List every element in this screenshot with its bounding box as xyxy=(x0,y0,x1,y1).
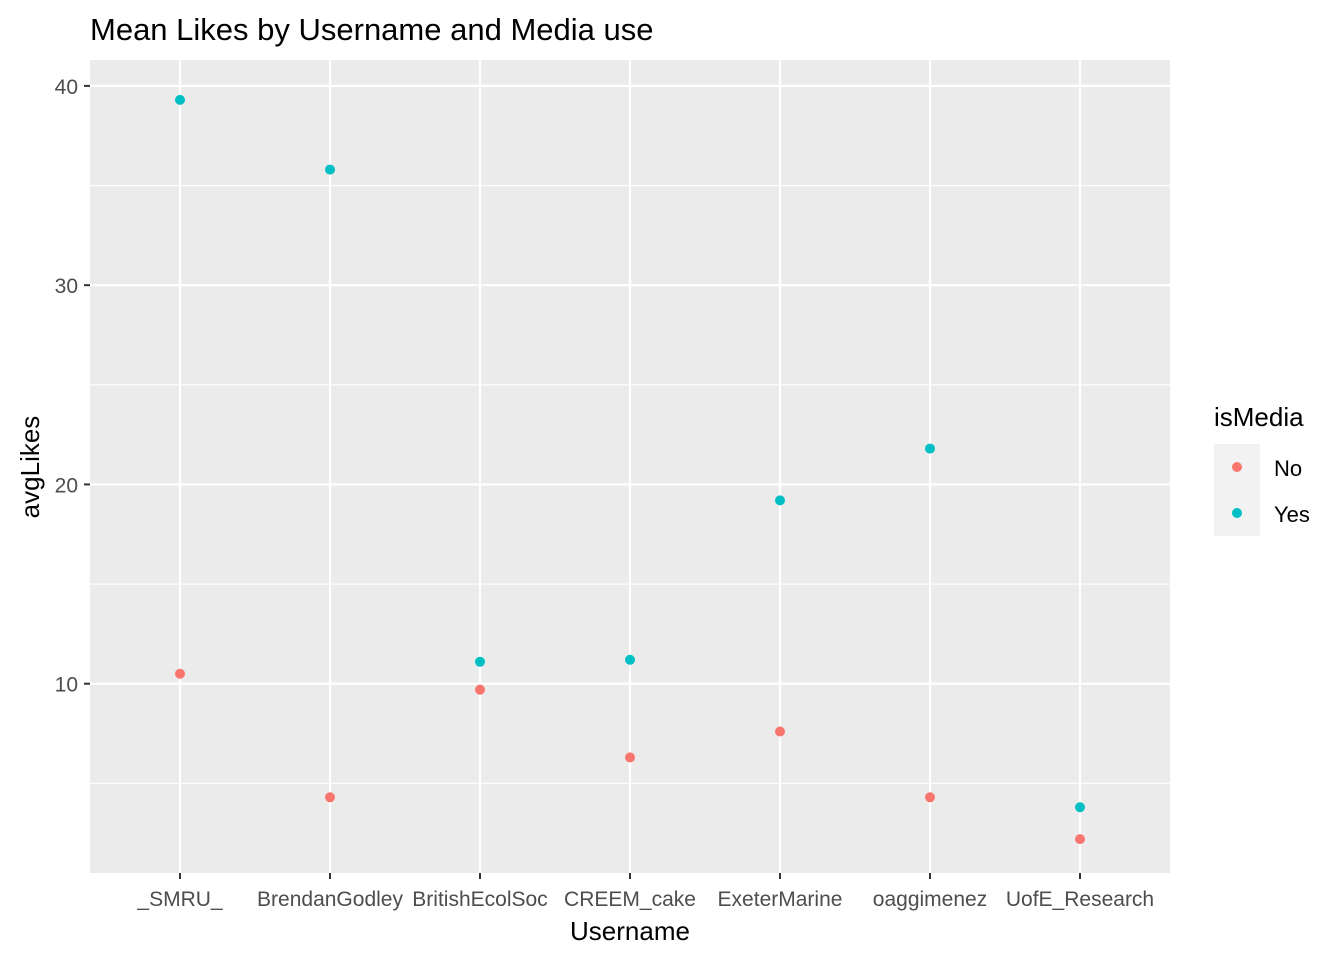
data-point xyxy=(175,94,185,105)
y-tick-label: 10 xyxy=(55,674,78,697)
legend-title: isMedia xyxy=(1214,402,1304,432)
x-tick-label: BritishEcolSoc xyxy=(412,888,547,911)
x-tick-label: UofE_Research xyxy=(1006,888,1154,911)
major-gridlines xyxy=(90,60,1170,873)
legend-key-background xyxy=(1214,444,1260,536)
x-axis-label: Username xyxy=(570,916,690,946)
x-tick-label: oaggimenez xyxy=(873,888,987,911)
legend-key xyxy=(1232,508,1242,518)
legend-label: No xyxy=(1274,456,1302,481)
legend: isMedia No Yes xyxy=(1214,402,1310,536)
y-tick-label: 20 xyxy=(55,474,78,497)
data-point xyxy=(625,752,635,763)
data-point xyxy=(925,792,935,803)
y-tick-label: 30 xyxy=(55,275,78,298)
data-point xyxy=(775,726,785,737)
data-point xyxy=(1075,834,1085,845)
data-point xyxy=(925,443,935,454)
data-point xyxy=(325,792,335,803)
x-axis: _SMRU_ BrendanGodley BritishEcolSoc CREEM_c… xyxy=(136,873,1154,911)
data-point xyxy=(475,656,485,667)
chart-title: Mean Likes by Username and Media use xyxy=(90,12,653,47)
data-point xyxy=(625,654,635,665)
y-axis: 10 20 30 40 xyxy=(55,76,90,697)
x-tick-label: CREEM_cake xyxy=(564,888,696,911)
data-point xyxy=(175,668,185,679)
data-points xyxy=(175,94,1085,845)
x-tick-label: BrendanGodley xyxy=(257,888,403,911)
x-tick-label: ExeterMarine xyxy=(718,888,843,911)
data-point xyxy=(325,164,335,175)
x-tick-label: _SMRU_ xyxy=(136,888,223,911)
legend-label: Yes xyxy=(1274,502,1310,527)
data-point xyxy=(1075,802,1085,813)
legend-key xyxy=(1232,462,1242,472)
y-axis-label: avgLikes xyxy=(15,416,45,519)
data-point xyxy=(775,495,785,506)
data-point xyxy=(475,684,485,695)
y-tick-label: 40 xyxy=(55,76,78,99)
